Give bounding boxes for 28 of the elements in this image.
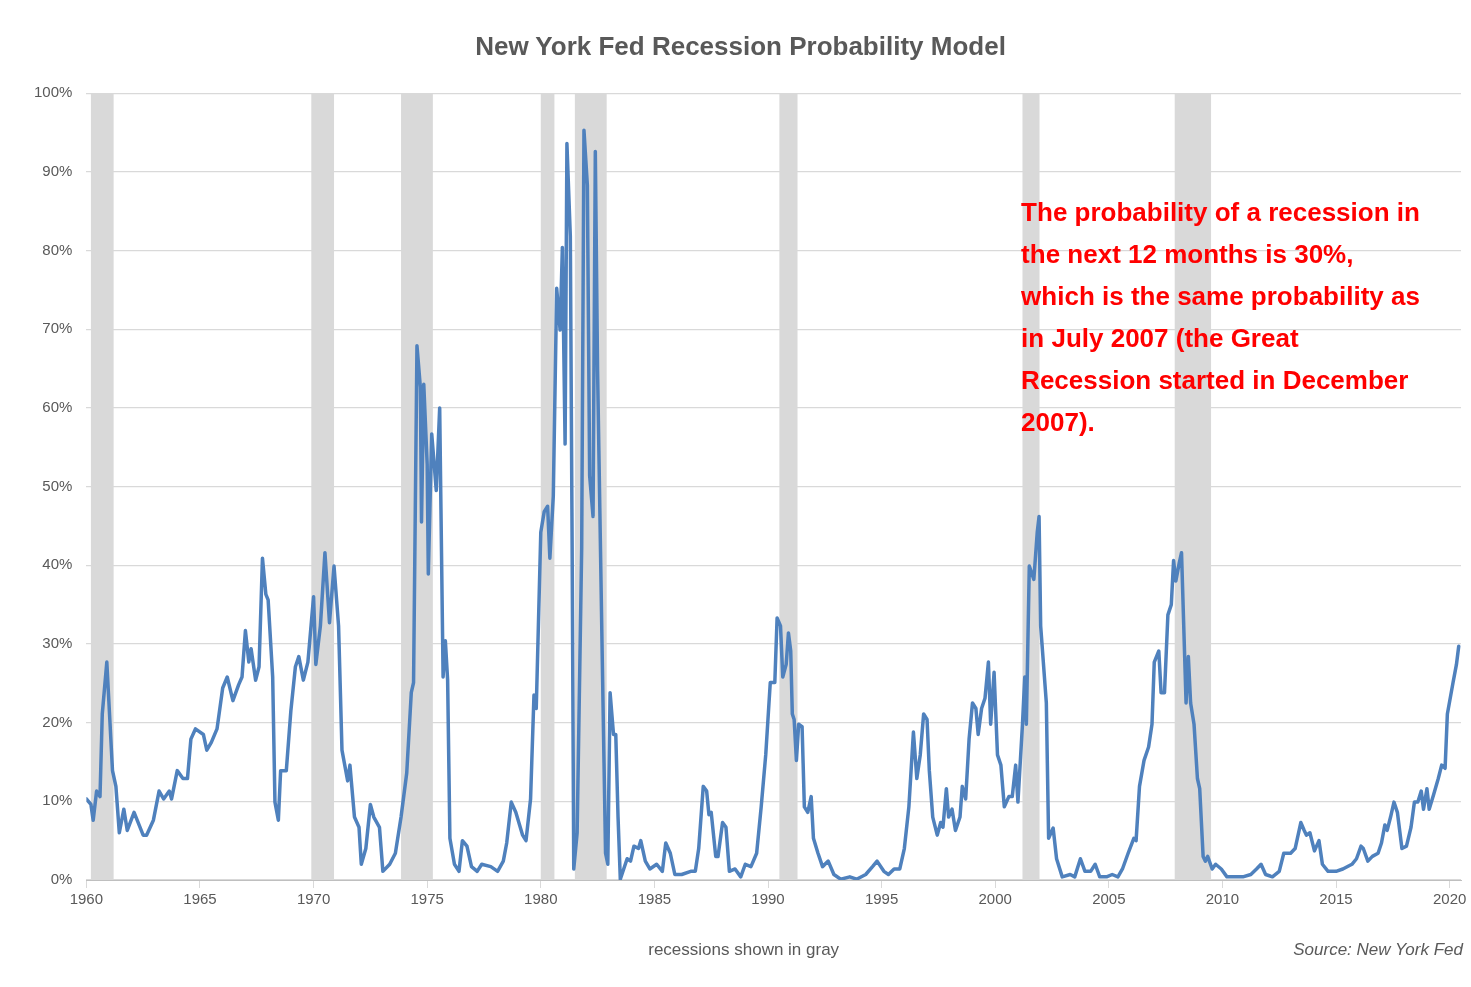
source-note: Source: New York Fed [1293, 940, 1464, 959]
y-tick-label: 40% [42, 555, 73, 573]
x-tick-label: 2010 [1205, 890, 1240, 908]
chart-title: New York Fed Recession Probability Model [475, 30, 1006, 61]
x-tick-label: 1960 [69, 890, 104, 908]
y-tick-label: 20% [42, 712, 73, 730]
y-tick-label: 100% [33, 83, 73, 101]
y-tick-label: 0% [50, 870, 73, 888]
x-tick-label: 1985 [637, 890, 672, 908]
x-tick-label: 1970 [296, 890, 331, 908]
y-tick-label: 60% [42, 398, 73, 416]
x-tick-label: 1980 [524, 890, 558, 908]
x-tick-label: 1965 [183, 890, 217, 908]
x-tick-label: 2000 [978, 890, 1012, 908]
x-tick-label: 2020 [1432, 890, 1467, 908]
y-tick-label: 70% [42, 319, 73, 337]
y-tick-label: 90% [42, 162, 73, 180]
x-tick-label: 2015 [1319, 890, 1353, 908]
annotation: The probability of a recession in the next 12 months is 30%, which is the same probability as in July 2007 (the Great Recession started in December 2007). [1020, 197, 1420, 438]
x-tick-label: 1990 [751, 890, 785, 908]
text: recessions shown in gray [648, 940, 840, 959]
y-tick-label: 80% [42, 240, 73, 258]
y-tick-label: 50% [42, 476, 73, 494]
x-tick-label: 1975 [410, 890, 444, 908]
x-tick-label: 1995 [864, 890, 899, 908]
y-tick-label: 30% [42, 634, 73, 652]
y-tick-label: 10% [42, 791, 73, 809]
x-tick-label: 2005 [1092, 890, 1126, 908]
